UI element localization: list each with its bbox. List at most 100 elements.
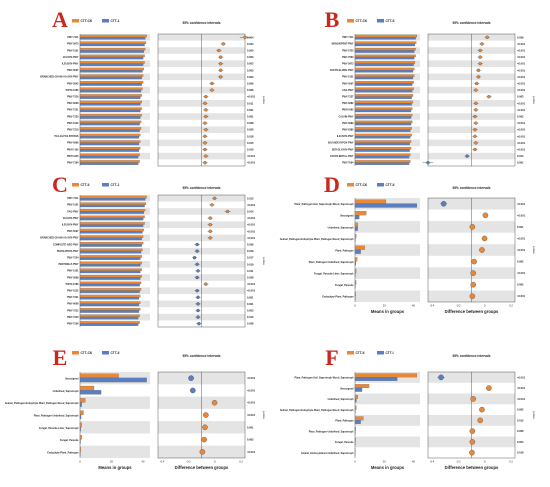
category-label: PWY-5973 [67,43,79,46]
bar-series-2 [354,76,414,80]
diff-point [208,223,212,227]
diff-point [202,424,208,431]
category-label: Fungal_Parasite-Litter_Saprotroph [39,427,79,430]
category-label: PWY-6608 [67,102,79,105]
legend-swatch-2 [102,183,109,187]
p-value: 0.019 [247,262,254,266]
bar-series-2 [354,122,412,126]
p-value: 0.020 [247,128,254,132]
bar-series-1 [354,427,356,432]
bar-series-1 [79,314,140,318]
bar-series-2 [79,204,145,208]
category-label: Plant_Pathogen [335,420,354,423]
legend-swatch-1 [347,183,354,187]
diff-point [482,212,489,219]
diff-point [210,88,214,92]
panel-c: C CTT-II CTT-1 95% confidence intervals PWY-… [40,172,265,328]
p-value: <0.001 [517,236,526,240]
p-value: <0.001 [517,68,526,72]
diff-point [204,282,208,286]
bar-tick-label: 20 [110,460,113,464]
diff-point [473,128,477,132]
diff-tick-label: 0.2 [509,460,513,464]
bar-series-1 [354,268,357,273]
p-value-header: p-value [532,411,535,420]
category-label: Plant_Pathogen-Soil_Saprotroph-Wood_Sapr… [294,203,354,206]
bar-series-2 [79,257,141,260]
bar-series-2 [354,50,415,53]
diff-point [438,374,444,381]
panel-label: A [52,7,68,32]
category-label: Unassigned [340,387,354,390]
category-label: ILEUSYN-PWY [62,223,79,226]
p-value-header: p-value [532,96,535,105]
bar-series-2 [354,37,416,40]
bar-series-1 [79,301,141,304]
bar-tick-label: 0 [79,460,81,464]
diff-point [478,55,482,59]
diff-point [474,101,478,105]
bar-stripe [355,436,420,448]
bar-series-2 [79,43,145,47]
p-value: 0.001 [517,161,524,165]
category-label: NONOXIPENT-PWY [332,43,354,46]
bar-series-2 [354,226,358,231]
legend-swatch-1 [72,19,79,23]
diff-point [474,88,478,92]
bar-series-1 [79,195,147,199]
bar-series-2 [79,224,144,227]
p-value: 0.012 [517,418,524,422]
diff-tick-label: 0 [484,304,486,308]
diff-tick-label: -0.2 [456,460,461,464]
p-value: <0.001 [517,128,526,132]
p-value: <0.001 [247,289,256,293]
bar-series-2 [79,136,140,139]
bar-series-1 [354,94,414,97]
bar-series-1 [354,107,413,110]
category-label: PWY-5097 [67,230,79,233]
category-label: Animal_Endosymbiont-Undefined_Saprotroph [301,452,354,455]
category-label: Animal_Pathogen-Endophyte-Plant_Pathogen… [280,238,354,241]
category-label: PWY-7184 [67,161,79,164]
p-value: <0.001 [247,236,256,240]
bar-series-2 [354,89,413,93]
category-label: FASYN-INITIAL-PWY [330,155,354,158]
panel-label: D [324,172,340,197]
diff-point [203,161,207,165]
p-value: 0.006 [247,88,254,92]
category-label: BRANCHED-CHAIN-AA-SYN-PWY [40,237,79,240]
category-label: PWY-7220 [67,316,79,319]
bar-series-2 [79,50,144,53]
bar-series-1 [79,242,144,245]
p-value: <0.001 [517,108,526,112]
bar-series-2 [354,149,410,152]
bar-series-1 [79,100,142,104]
p-value-header: p-value [262,411,265,420]
bar-series-2 [354,155,410,159]
bar-series-1 [354,199,387,204]
diff-point [204,114,208,119]
category-label: PWY-7111 [67,36,79,39]
diff-point [473,147,477,152]
category-label: PWY-5101 [67,49,79,52]
bar-series-1 [354,416,364,421]
bar-series-2 [79,63,144,66]
bar-series-2 [79,377,147,383]
bar-series-2 [354,420,361,424]
diff-point [204,108,208,112]
diff-point [225,209,230,214]
diff-point [211,399,218,406]
diff-point [203,101,207,105]
bar-series-1 [354,280,357,285]
bar-series-1 [354,257,358,262]
p-value: <0.001 [247,413,256,417]
diff-tick-label: 0.2 [239,460,243,464]
p-value: 0.011 [247,269,254,273]
p-value: 0.003 [247,55,254,59]
bar-series-2 [79,83,142,86]
bar-series-1 [79,48,146,51]
p-value: 0.005 [517,283,524,287]
bar-series-1 [79,54,145,58]
category-label: PHOSLIPSYN-PWY [57,250,79,253]
bar-series-2 [79,237,142,241]
